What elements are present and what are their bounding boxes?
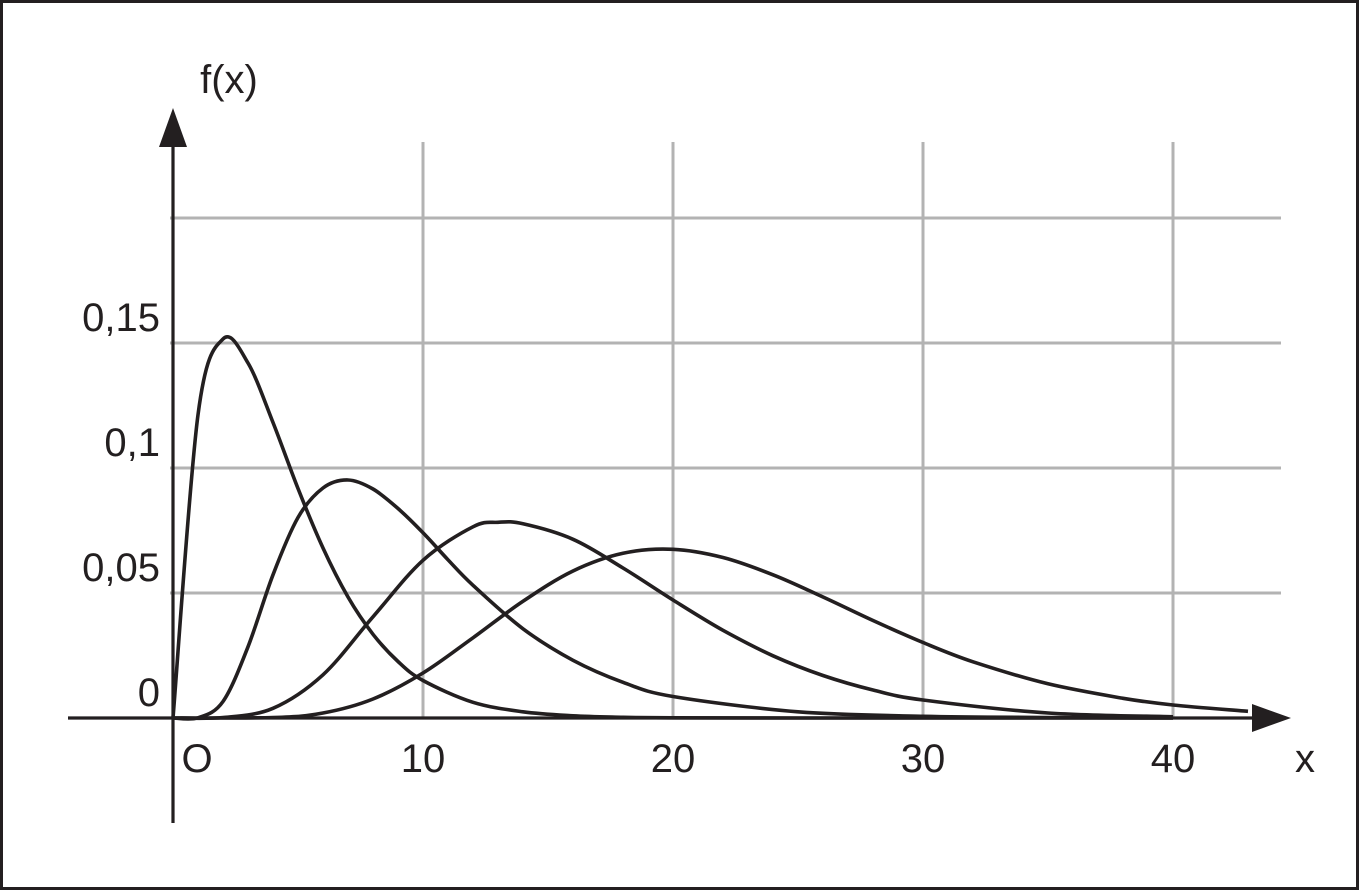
y-axis-arrow [159,108,187,147]
y-tick-label: 0 [138,671,160,715]
x-axis-arrow [1252,704,1291,732]
density-curve-3 [172,519,1174,721]
y-tick-label: 0,15 [82,296,160,340]
density-curve-4 [172,547,1249,720]
grid [170,142,1281,718]
chi-square-density-chart: f(x) x O 10 20 30 40 0 0,05 0,1 0,15 [68,58,1315,823]
origin-label: O [181,737,212,781]
density-curve-1 [171,335,1173,720]
y-axis-label: f(x) [200,58,258,102]
x-tick-label: 30 [901,737,946,781]
y-tick-label: 0,05 [82,546,160,590]
x-tick-label: 20 [651,737,696,781]
density-curve-2 [172,478,1174,721]
series-curves [171,335,1249,721]
x-tick-label: 40 [1151,737,1196,781]
labels: f(x) x O 10 20 30 40 0 0,05 0,1 0,15 [82,58,1315,781]
x-axis-label: x [1295,737,1315,781]
x-tick-label: 10 [401,737,446,781]
y-tick-label: 0,1 [104,421,160,465]
